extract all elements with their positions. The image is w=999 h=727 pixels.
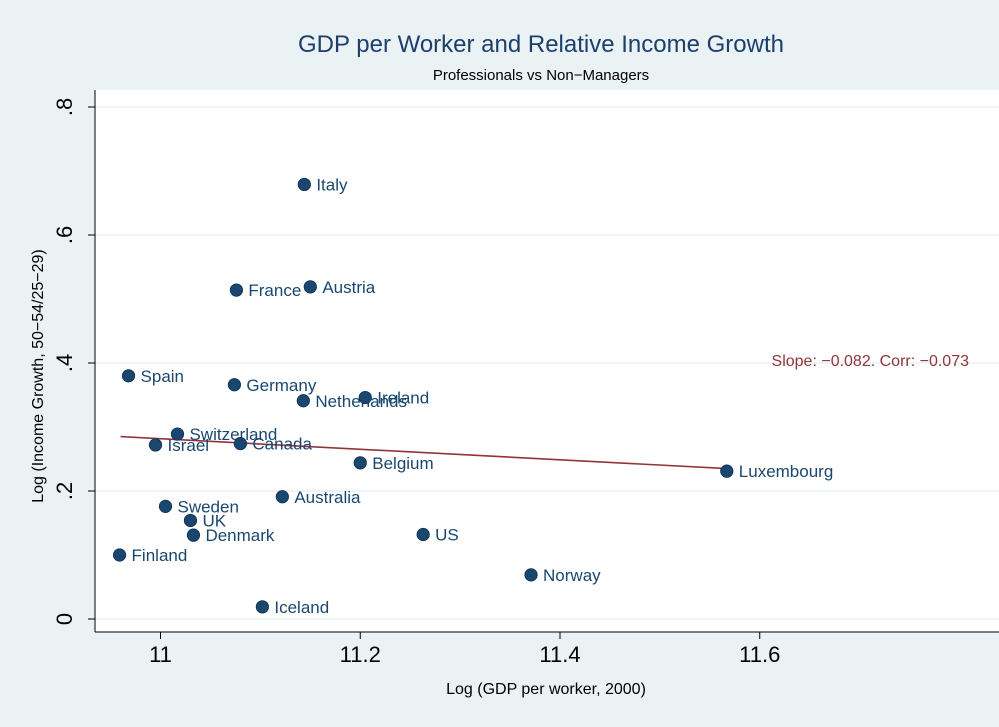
point-label: Norway <box>543 566 601 585</box>
grid-lines <box>95 106 999 620</box>
point-label: Finland <box>132 546 188 565</box>
data-point <box>183 513 198 528</box>
slope-annotation: Slope: −0.082. Corr: −0.073 <box>772 353 970 370</box>
axis-ticks: 0 .2 .4 .6 .8 11 11.2 11.4 11.6 <box>52 98 780 667</box>
data-points: ItalyFranceAustriaSpainGermanyNetherland… <box>112 175 834 617</box>
fit-line <box>120 435 727 470</box>
y-tick-label: .4 <box>52 354 77 372</box>
plot-area <box>95 90 999 632</box>
data-point <box>148 438 163 452</box>
data-point <box>524 568 538 582</box>
fit-line-group <box>120 435 727 470</box>
data-point <box>297 177 311 192</box>
data-point <box>186 528 201 542</box>
point-label: Iceland <box>274 598 329 617</box>
point-label: Germany <box>246 376 316 395</box>
data-point <box>170 427 185 441</box>
data-point <box>303 280 317 294</box>
point-label: Israel <box>168 436 210 455</box>
y-tick-label: 0 <box>52 613 77 625</box>
point-label: UK <box>202 511 226 530</box>
point-label: Belgium <box>372 454 433 473</box>
x-tick-label: 11 <box>149 642 172 667</box>
data-point <box>121 369 136 383</box>
data-point <box>112 548 127 562</box>
data-point <box>275 490 289 504</box>
point-label: Sweden <box>177 497 238 516</box>
point-label: Denmark <box>205 526 274 545</box>
data-point <box>158 499 173 513</box>
point-label: Italy <box>316 175 348 194</box>
data-point <box>229 283 244 297</box>
data-point <box>353 456 367 470</box>
point-label: Luxembourg <box>739 462 834 481</box>
data-point <box>358 390 372 405</box>
point-label: Australia <box>294 488 361 507</box>
data-point <box>255 600 269 614</box>
y-tick-label: .6 <box>52 226 77 244</box>
data-point <box>720 464 734 478</box>
point-label: Switzerland <box>189 425 277 444</box>
point-label: Canada <box>252 435 312 454</box>
point-label: Spain <box>141 367 184 386</box>
chart-title: GDP per Worker and Relative Income Growt… <box>298 31 784 58</box>
data-point <box>296 394 310 408</box>
data-point <box>416 527 430 542</box>
data-point <box>233 437 247 451</box>
point-label: France <box>248 281 301 300</box>
data-point <box>227 378 242 392</box>
y-tick-label: .2 <box>52 482 77 500</box>
point-label: US <box>435 526 459 545</box>
y-axis-title: Log (Income Growth, 50−54/25−29) <box>30 249 47 503</box>
y-tick-label: .8 <box>52 98 77 116</box>
x-tick-label: 11.4 <box>539 642 580 667</box>
chart-subtitle: Professionals vs Non−Managers <box>433 67 649 84</box>
x-tick-label: 11.2 <box>340 642 381 667</box>
x-axis-title: Log (GDP per worker, 2000) <box>446 681 646 698</box>
x-tick-label: 11.6 <box>739 642 780 667</box>
point-label: Austria <box>322 278 375 297</box>
point-label: Ireland <box>377 389 429 408</box>
